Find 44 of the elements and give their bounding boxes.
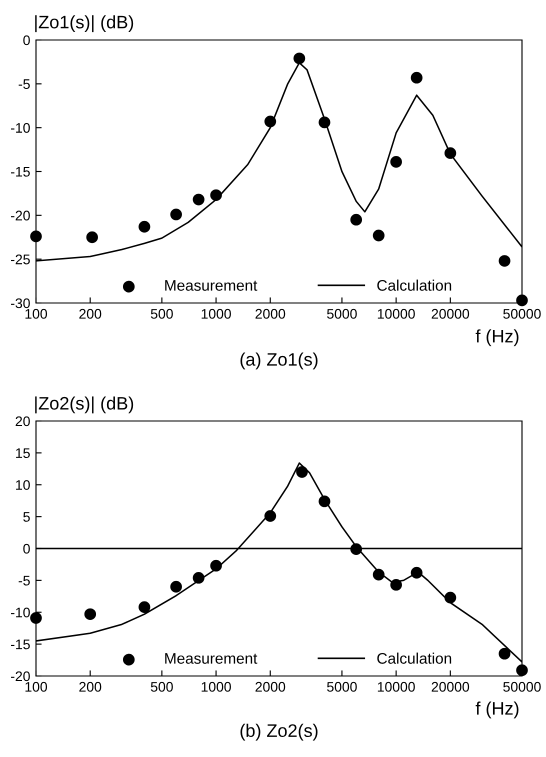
y-tick-label: -15: [10, 166, 30, 177]
legend-label: Calculation: [377, 652, 452, 664]
x-tick-label: 200: [79, 682, 102, 692]
y-tick-label: 5: [23, 512, 30, 522]
y-tick-label: -10: [10, 608, 30, 618]
x-tick-label: 2000: [256, 682, 286, 692]
x-tick-label: 50000: [503, 308, 541, 319]
y-axis-title: |Zo2(s)| (dB): [35, 396, 134, 414]
x-tick-label: 50000: [503, 682, 541, 692]
legend-label: Measurement: [165, 280, 258, 291]
x-tick-label: 10000: [378, 308, 415, 319]
y-axis-title: |Zo1(s)| (dB): [35, 15, 134, 32]
x-axis-title: f (Hz): [476, 329, 518, 346]
y-tick-label: -5: [18, 79, 30, 90]
x-tick-label: 20000: [432, 308, 470, 319]
y-tick-label: -10: [10, 123, 30, 133]
x-tick-label: 200: [79, 308, 102, 319]
y-tick-label: -25: [10, 254, 30, 264]
y-tick-label: 0: [23, 35, 30, 46]
x-tick-label: 5000: [327, 308, 357, 319]
y-tick-label: -20: [10, 210, 30, 221]
x-tick-label: 100: [25, 682, 48, 692]
x-tick-label: 20000: [432, 682, 470, 692]
y-tick-label: -15: [10, 640, 30, 650]
y-tick-label: -20: [10, 671, 30, 682]
y-tick-label: 15: [16, 448, 30, 458]
y-tick-label: 20: [16, 416, 30, 426]
text: (b) Zo2(s): [240, 724, 318, 741]
x-tick-label: 2000: [256, 308, 286, 319]
y-tick-label: -5: [18, 576, 30, 586]
x-tick-label: 100: [25, 308, 48, 319]
x-tick-label: 10000: [378, 682, 415, 692]
x-tick-label: 5000: [327, 682, 357, 692]
legend-label: Calculation: [377, 280, 452, 291]
x-tick-label: 500: [150, 308, 173, 319]
legend-label: Measurement: [165, 653, 258, 664]
y-tick-label: -30: [10, 298, 30, 308]
x-tick-label: 1000: [202, 308, 231, 319]
y-tick-label: 10: [16, 480, 30, 490]
text: (a) Zo1(s): [240, 352, 318, 370]
x-tick-label: 500: [150, 682, 173, 692]
y-tick-label: 0: [23, 544, 30, 554]
x-axis-title: f (Hz): [476, 702, 518, 718]
x-tick-label: 1000: [202, 682, 231, 692]
